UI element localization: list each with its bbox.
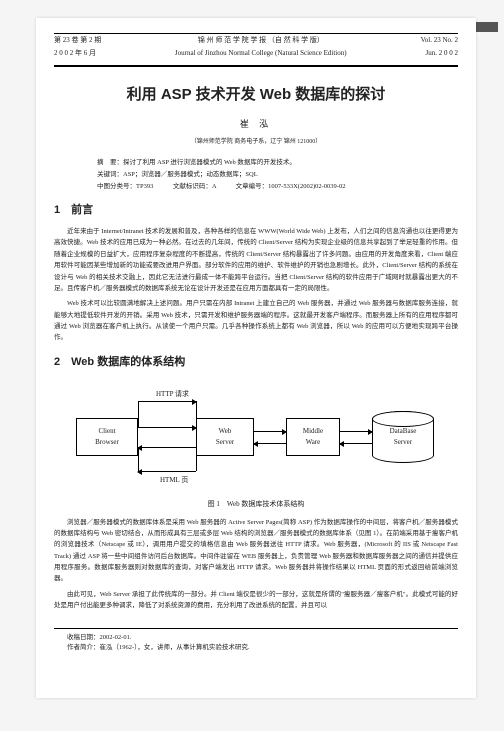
arrow-http-req (138, 401, 196, 402)
arrow-riser-2 (196, 401, 197, 418)
client-browser-text: Client Browser (95, 426, 119, 448)
arrow-cb-ws (138, 427, 196, 428)
web-server-text: Web Server (216, 426, 234, 448)
header-row-2: 2 0 0 2 年 6 月 Journal of Jinzhou Normal … (54, 48, 458, 63)
arrow-drop-2 (196, 456, 197, 471)
keywords-line: 关键词：ASP；浏览器／服务器模式；动态数据库；SQL (84, 169, 428, 181)
section-2-para-2: 由此可见，Web Server 承担了此传统库的一部分。并 Client 端仅是… (54, 589, 458, 612)
date-right: Jun. 2 0 0 2 (426, 48, 458, 59)
footer-divider: 收稿日期：2002-02-01. 作者简介：崔泓（1962-），女，讲师，从事计… (54, 628, 458, 654)
section-1-para-2: Web 技术可以比较圆满地解决上述问题。用户只需在内部 Intranet 上建立… (54, 298, 458, 344)
middleware-box: Middle Ware (286, 418, 340, 456)
http-request-label: HTTP 请求 (156, 389, 189, 400)
author-bio: 作者简介：崔泓（1962-），女，讲师，从事计算机实验技术研究. (54, 643, 458, 653)
paper-page: 第 23 卷 第 2 期 锦 州 师 范 学 院 学 报 （自 然 科 学 版）… (36, 18, 476, 698)
affiliation: （锦州师范学院 商务电子系，辽宁 锦州 121000） (54, 138, 458, 148)
clc-line: 中图分类号：TP393 文献标识码：A 文章编号：1007-533X(2002)… (84, 181, 428, 193)
client-browser-box: Client Browser (76, 418, 138, 456)
arrow-riser-1 (138, 401, 139, 427)
middleware-text: Middle Ware (303, 426, 323, 448)
database-server-text: DataBase Server (390, 426, 417, 448)
section-2-heading: 2 Web 数据库的体系结构 (54, 354, 458, 372)
arrow-db-mw (340, 443, 372, 444)
journal-name-cn: 锦 州 师 范 学 院 学 报 （自 然 科 学 版） (198, 35, 324, 46)
architecture-diagram: HTTP 请求 HTML 页 Client Browser Web Server… (76, 383, 436, 493)
date-left: 2 0 0 2 年 6 月 (54, 48, 96, 59)
html-page-label: HTML 页 (160, 475, 188, 486)
arrow-ws-cb (138, 447, 196, 448)
arrow-mw-ws (254, 443, 286, 444)
paper-title: 利用 ASP 技术开发 Web 数据库的探讨 (54, 83, 458, 107)
abstract-block: 摘 要：探讨了利用 ASP 进行浏览器模式的 Web 数据库的开发技术。 关键词… (54, 157, 458, 192)
arrow-html-page (138, 471, 196, 472)
journal-name-en: Journal of Jinzhou Normal College (Natur… (175, 48, 347, 59)
abstract-line: 摘 要：探讨了利用 ASP 进行浏览器模式的 Web 数据库的开发技术。 (84, 157, 428, 169)
section-1-heading: 1 前言 (54, 202, 458, 220)
database-server-cylinder: DataBase Server (372, 411, 434, 463)
web-server-box: Web Server (196, 418, 254, 456)
header-row-1: 第 23 卷 第 2 期 锦 州 师 范 学 院 学 报 （自 然 科 学 版）… (54, 35, 458, 46)
vol-right: Vol. 23 No. 2 (421, 35, 458, 46)
section-2-para-1: 浏览器／服务器模式的数据库体系是采用 Web 服务器的 Active Serve… (54, 517, 458, 585)
author-name: 崔 泓 (54, 117, 458, 131)
figure-1-caption: 图 1 Web 数据库技术体系结构 (54, 499, 458, 510)
received-date: 收稿日期：2002-02-01. (54, 633, 458, 643)
arrow-ws-mw (254, 431, 286, 432)
section-1-para-1: 近年来由于 Internet/Intranet 技术的发展和普及，各种各样的信息… (54, 226, 458, 294)
arrow-mw-db (340, 431, 372, 432)
issue-left: 第 23 卷 第 2 期 (54, 35, 101, 46)
